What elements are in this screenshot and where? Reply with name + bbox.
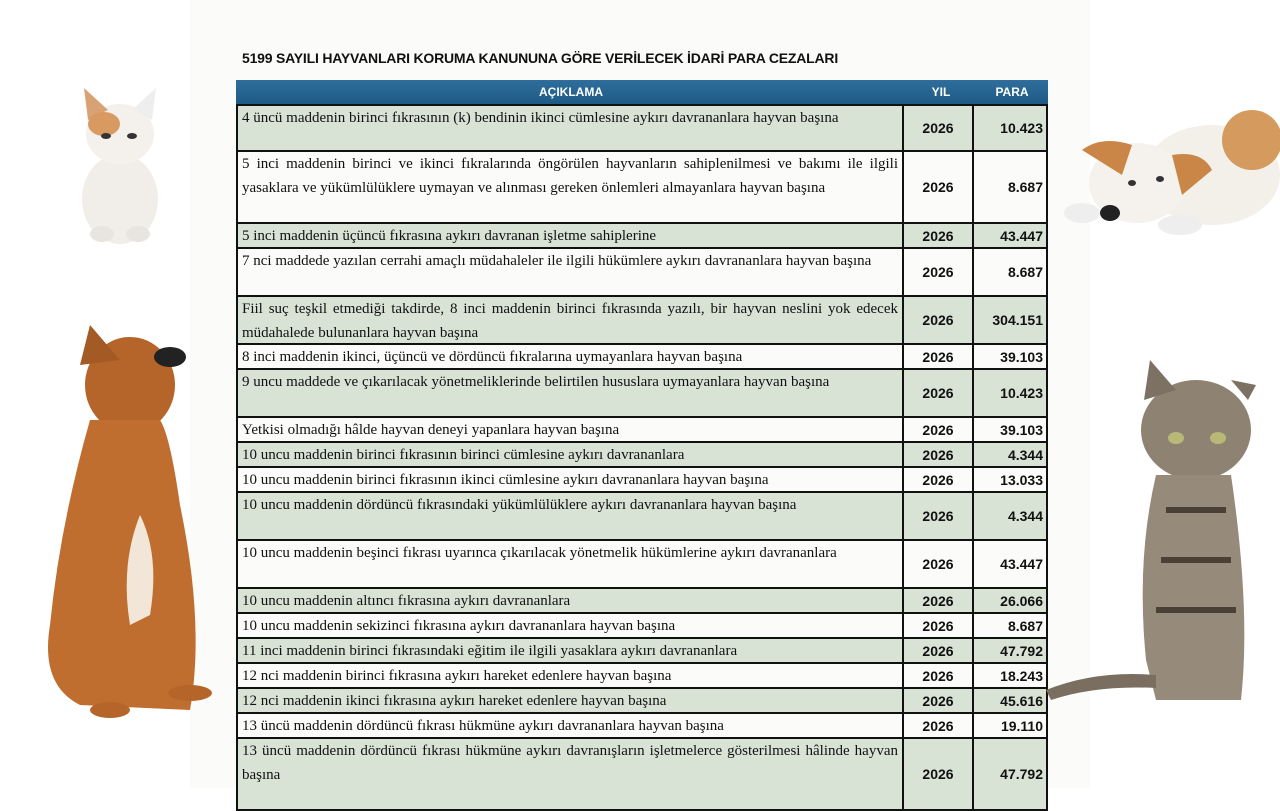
row-amount: 8.687	[1007, 617, 1043, 634]
table-row: 12 nci maddenin ikinci fıkrasına aykırı …	[236, 689, 1048, 714]
table-header: AÇIKLAMA YIL PARA	[236, 80, 1048, 104]
fines-table: AÇIKLAMA YIL PARA 4 üncü maddenin birinc…	[236, 80, 1048, 811]
row-year: 2026	[904, 345, 974, 368]
row-year: 2026	[904, 297, 974, 343]
row-amount: 13.033	[1000, 471, 1043, 488]
table-row: 10 uncu maddenin sekizinci fıkrasına ayk…	[236, 614, 1048, 639]
row-year: 2026	[904, 614, 974, 637]
row-amount: 8.687	[1007, 264, 1043, 280]
dog-icon	[48, 325, 212, 718]
table-row: 10 uncu maddenin birinci fıkrasının biri…	[236, 443, 1048, 468]
tabby-cat-icon	[1046, 360, 1256, 700]
row-amount: 43.447	[1000, 556, 1043, 572]
table-row: 13 üncü maddenin dördüncü fıkrası hükmün…	[236, 739, 1048, 811]
row-amount: 39.103	[1000, 348, 1043, 365]
row-year: 2026	[904, 418, 974, 441]
row-year: 2026	[904, 249, 974, 295]
row-year: 2026	[904, 739, 974, 809]
row-description: 10 uncu maddenin birinci fıkrasının ikin…	[238, 468, 904, 491]
kitten-icon	[82, 88, 158, 244]
table-row: 10 uncu maddenin dördüncü fıkrasındaki y…	[236, 493, 1048, 541]
row-amount: 8.687	[1007, 179, 1043, 195]
table-row: 5 inci maddenin üçüncü fıkrasına aykırı …	[236, 224, 1048, 249]
row-description: 12 nci maddenin ikinci fıkrasına aykırı …	[238, 689, 904, 712]
row-description: 4 üncü maddenin birinci fıkrasının (k) b…	[238, 106, 904, 150]
table-row: 10 uncu maddenin altıncı fıkrasına aykır…	[236, 589, 1048, 614]
row-year: 2026	[904, 541, 974, 587]
table-row: 10 uncu maddenin beşinci fıkrası uyarınc…	[236, 541, 1048, 589]
table-row: 8 inci maddenin ikinci, üçüncü ve dördün…	[236, 345, 1048, 370]
row-year: 2026	[904, 589, 974, 612]
row-year: 2026	[904, 689, 974, 712]
table-row: 10 uncu maddenin birinci fıkrasının ikin…	[236, 468, 1048, 493]
row-year: 2026	[904, 106, 974, 150]
row-amount: 45.616	[1000, 692, 1043, 709]
row-amount: 10.423	[1000, 120, 1043, 136]
row-year: 2026	[904, 468, 974, 491]
table-row: 4 üncü maddenin birinci fıkrasının (k) b…	[236, 104, 1048, 152]
row-amount: 18.243	[1000, 667, 1043, 684]
row-description: 9 uncu maddede ve çıkarılacak yönetmelik…	[238, 370, 904, 416]
puppy-icon	[1064, 110, 1280, 235]
document-title: 5199 SAYILI HAYVANLARI KORUMA KANUNUNA G…	[242, 50, 839, 66]
header-amount: PARA	[995, 85, 1029, 99]
row-description: 8 inci maddenin ikinci, üçüncü ve dördün…	[238, 345, 904, 368]
row-year: 2026	[904, 224, 974, 247]
row-description: Fiil suç teşkil etmediği takdirde, 8 inc…	[238, 297, 904, 343]
row-description: 10 uncu maddenin beşinci fıkrası uyarınc…	[238, 541, 904, 587]
row-year: 2026	[904, 639, 974, 662]
row-description: 11 inci maddenin birinci fıkrasındaki eğ…	[238, 639, 904, 662]
table-row: 11 inci maddenin birinci fıkrasındaki eğ…	[236, 639, 1048, 664]
row-year: 2026	[904, 152, 974, 222]
row-amount: 26.066	[1000, 592, 1043, 609]
row-description: 5 inci maddenin birinci ve ikinci fıkral…	[238, 152, 904, 222]
row-year: 2026	[904, 370, 974, 416]
table-row: 7 nci maddede yazılan cerrahi amaçlı müd…	[236, 249, 1048, 297]
row-amount: 47.792	[1000, 642, 1043, 659]
header-description: AÇIKLAMA	[539, 85, 603, 99]
row-amount: 39.103	[1000, 421, 1043, 438]
row-amount: 47.792	[1000, 766, 1043, 782]
row-description: 10 uncu maddenin altıncı fıkrasına aykır…	[238, 589, 904, 612]
row-description: Yetkisi olmadığı hâlde hayvan deneyi yap…	[238, 418, 904, 441]
row-description: 10 uncu maddenin birinci fıkrasının biri…	[238, 443, 904, 466]
row-description: 10 uncu maddenin sekizinci fıkrasına ayk…	[238, 614, 904, 637]
table-row: 5 inci maddenin birinci ve ikinci fıkral…	[236, 152, 1048, 224]
table-row: Fiil suç teşkil etmediği takdirde, 8 inc…	[236, 297, 1048, 345]
row-amount: 304.151	[992, 312, 1043, 328]
header-year: YIL	[931, 85, 951, 99]
table-row: 12 nci maddenin birinci fıkrasına aykırı…	[236, 664, 1048, 689]
row-description: 5 inci maddenin üçüncü fıkrasına aykırı …	[238, 224, 904, 247]
table-row: 9 uncu maddede ve çıkarılacak yönetmelik…	[236, 370, 1048, 418]
row-year: 2026	[904, 443, 974, 466]
row-year: 2026	[904, 493, 974, 539]
row-year: 2026	[904, 714, 974, 737]
row-description: 13 üncü maddenin dördüncü fıkrası hükmün…	[238, 739, 904, 809]
row-year: 2026	[904, 664, 974, 687]
row-amount: 4.344	[1007, 446, 1043, 463]
row-amount: 10.423	[1000, 385, 1043, 401]
row-description: 13 üncü maddenin dördüncü fıkrası hükmün…	[238, 714, 904, 737]
row-description: 10 uncu maddenin dördüncü fıkrasındaki y…	[238, 493, 904, 539]
row-amount: 43.447	[1000, 227, 1043, 244]
table-row: Yetkisi olmadığı hâlde hayvan deneyi yap…	[236, 418, 1048, 443]
row-description: 7 nci maddede yazılan cerrahi amaçlı müd…	[238, 249, 904, 295]
table-row: 13 üncü maddenin dördüncü fıkrası hükmün…	[236, 714, 1048, 739]
row-description: 12 nci maddenin birinci fıkrasına aykırı…	[238, 664, 904, 687]
row-amount: 19.110	[1000, 717, 1043, 734]
row-amount: 4.344	[1007, 508, 1043, 524]
